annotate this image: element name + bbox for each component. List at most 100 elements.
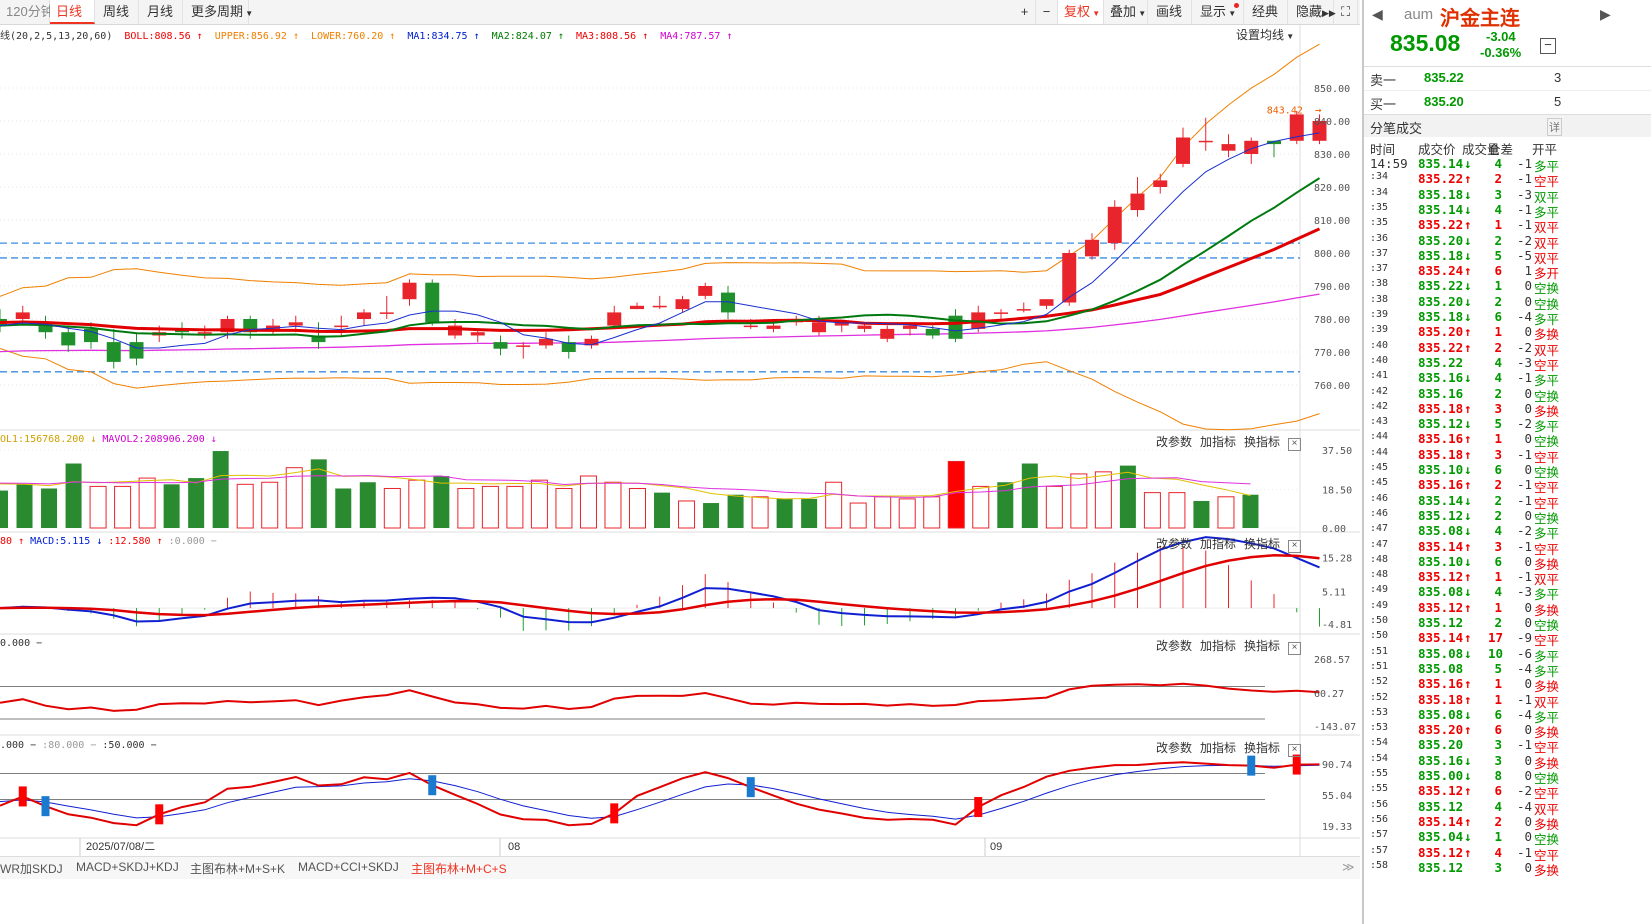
more-periods-dropdown[interactable]: 更多周期 ▼: [185, 0, 253, 24]
add-indicator-button[interactable]: 加指标: [1200, 537, 1237, 551]
legend-boll: BOLL:808.56 ↑: [124, 31, 203, 42]
zoom-in-button[interactable]: +: [1014, 0, 1036, 24]
volume-bar: [188, 478, 205, 528]
chart-toolbar: 120分钟 日线 周线 月线 更多周期 ▼ + − 复权 ▼ 叠加 ▼ 画线 显…: [0, 0, 1360, 25]
candle-body: [925, 328, 940, 336]
kline-chart[interactable]: 843.42 → 850.00 840.00 830.00 820.00 810.00 800…: [0, 24, 1360, 856]
trade-price: 835.20: [1418, 293, 1464, 309]
period-weekly-button[interactable]: 周线: [97, 0, 139, 24]
trade-row: :47 835.08 ↓ 4 -2 多平: [1364, 523, 1651, 541]
fullscreen-icon[interactable]: ⛶: [1334, 0, 1358, 24]
close-icon[interactable]: ×: [1288, 744, 1302, 757]
switch-indicator-button[interactable]: 换指标: [1244, 639, 1281, 653]
tab-boll-m-c-s[interactable]: 主图布林+M+C+S: [411, 862, 507, 876]
trade-time: :53: [1370, 722, 1389, 734]
col-price: 成交价: [1418, 143, 1456, 157]
y-axis-label: 760.00: [1314, 381, 1350, 392]
trade-row: :56 835.14 ↑ 2 0 多换: [1364, 813, 1651, 832]
volume-bar: [212, 451, 229, 528]
close-icon[interactable]: ×: [1288, 438, 1302, 451]
chevron-down-icon: ▼: [1136, 9, 1147, 18]
period-monthly-button[interactable]: 月线: [141, 0, 183, 24]
scroll-right-icon[interactable]: ≫: [1342, 860, 1355, 874]
volume-bar: [0, 490, 8, 528]
overlay-dropdown[interactable]: 叠加 ▼: [1104, 0, 1148, 24]
trade-time: :52: [1370, 691, 1389, 703]
trade-time: :38: [1370, 278, 1389, 290]
volume-bar: [923, 496, 941, 529]
change-params-button[interactable]: 改参数: [1156, 537, 1193, 551]
trade-price: 835.12: [1418, 844, 1464, 860]
set-ma-dropdown[interactable]: 设置均线 ▼: [1236, 26, 1294, 43]
tab-boll-m-s-k[interactable]: 主图布林+M+S+K: [190, 862, 286, 876]
tab-macd-skdj-kdj[interactable]: MACD+SKDJ+KDJ: [76, 860, 179, 874]
trade-row: :38 835.20 ↓ 2 0 空换: [1364, 293, 1651, 312]
trade-kp: 空平: [1534, 480, 1560, 496]
kdj-legend: .000 − :80.000 − :50.000 −: [0, 740, 157, 751]
y-axis-label: 18.50: [1322, 486, 1352, 497]
trade-volume: 6: [1494, 706, 1502, 722]
volume-bar: [408, 479, 426, 529]
display-dropdown[interactable]: 显示 ▼: [1194, 0, 1244, 24]
trade-volume: 6: [1494, 462, 1502, 477]
tab-wr-skdj[interactable]: WR加SKDJ: [0, 862, 63, 876]
trade-price: 835.08: [1418, 645, 1464, 661]
macd-legend: 80 ↑ MACD:5.115 ↓ :12.580 ↑ :0.000 −: [0, 536, 217, 547]
change-params-button[interactable]: 改参数: [1156, 741, 1193, 755]
trade-volume: 2: [1494, 507, 1502, 523]
collapse-icon[interactable]: −: [1540, 38, 1556, 54]
period-120min-button[interactable]: 120分钟: [0, 0, 54, 24]
trade-oi: -6: [1516, 645, 1532, 661]
zoom-out-button[interactable]: −: [1036, 0, 1058, 24]
trade-volume: 1: [1494, 599, 1502, 615]
switch-indicator-button[interactable]: 换指标: [1244, 537, 1281, 551]
add-indicator-button[interactable]: 加指标: [1200, 435, 1237, 449]
switch-indicator-button[interactable]: 换指标: [1244, 741, 1281, 755]
change-params-button[interactable]: 改参数: [1156, 435, 1193, 449]
close-icon[interactable]: ×: [1288, 540, 1302, 553]
trade-oi: -2: [1516, 339, 1532, 355]
change-params-button[interactable]: 改参数: [1156, 639, 1193, 653]
candle-body: [448, 325, 462, 336]
hide-button[interactable]: 隐藏▶▶: [1290, 0, 1336, 24]
add-indicator-button[interactable]: 加指标: [1200, 639, 1237, 653]
trade-oi: -1: [1516, 370, 1532, 386]
detail-button[interactable]: 详: [1547, 118, 1562, 136]
trade-time: :52: [1370, 676, 1389, 688]
candle-body: [698, 286, 713, 296]
trade-time: :41: [1370, 370, 1389, 382]
trade-row: :49 835.08 ↓ 4 -3 多平: [1364, 584, 1651, 602]
boll-lower-line: [0, 348, 1320, 431]
trade-oi: -1: [1516, 538, 1532, 554]
arrow-up-icon: ↑: [1464, 813, 1472, 829]
trade-volume: 1: [1494, 691, 1502, 707]
legend-macd-b: :12.580 ↑: [108, 536, 163, 547]
volume-bar: [874, 496, 892, 529]
trade-volume: 3: [1494, 186, 1502, 202]
legend-macd-a: 80 ↑: [0, 536, 25, 547]
y-axis-label: 15.28: [1322, 554, 1352, 565]
volume-bar: [849, 502, 867, 529]
trade-volume: 4: [1494, 523, 1502, 539]
trade-volume: 1: [1494, 829, 1502, 845]
trade-kp: 空平: [1534, 449, 1560, 465]
trade-time: :35: [1370, 201, 1389, 213]
arrow-up-icon: ↑: [1464, 691, 1472, 707]
quote-header: ◀ aum 沪金主连 ▶ 835.08 -3.04 -0.36% −: [1364, 0, 1651, 67]
period-daily-button[interactable]: 日线: [50, 0, 95, 24]
tab-macd-cci-skdj[interactable]: MACD+CCI+SKDJ: [298, 860, 399, 874]
close-icon[interactable]: ×: [1288, 642, 1302, 655]
add-indicator-button[interactable]: 加指标: [1200, 741, 1237, 755]
fuquan-dropdown[interactable]: 复权 ▼: [1058, 0, 1104, 24]
trade-row: :51 835.08 5 -4 多平: [1364, 661, 1651, 679]
arrow-up-icon: ↑: [1464, 446, 1472, 462]
prev-symbol-icon[interactable]: ◀: [1372, 6, 1383, 22]
switch-indicator-button[interactable]: 换指标: [1244, 435, 1281, 449]
trade-row: :45 835.10 ↓ 6 0 空换: [1364, 462, 1651, 480]
trade-oi: -1: [1516, 691, 1532, 707]
trade-row: :57 835.04 ↓ 1 0 空换: [1364, 829, 1651, 847]
next-symbol-icon[interactable]: ▶: [1600, 6, 1611, 22]
draw-line-button[interactable]: 画线: [1150, 0, 1192, 24]
trade-price: 835.16: [1418, 477, 1464, 493]
classic-button[interactable]: 经典: [1246, 0, 1288, 24]
